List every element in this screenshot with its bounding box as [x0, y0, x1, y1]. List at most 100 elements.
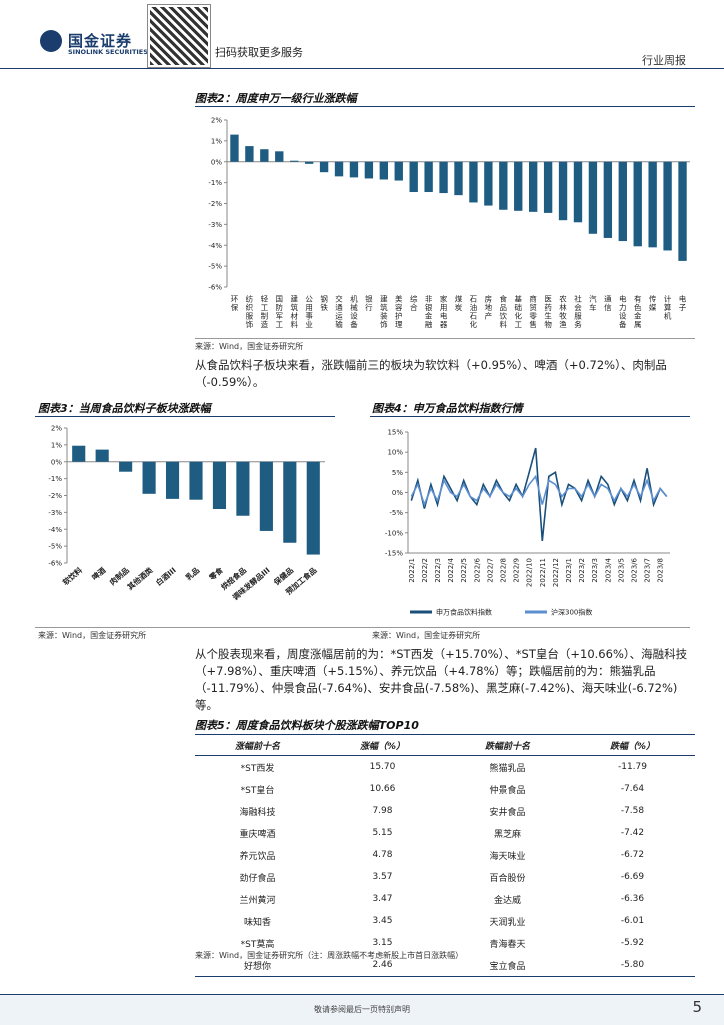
bar	[379, 161, 389, 180]
table-cell: -7.58	[620, 806, 645, 816]
x-tick-label: 电力设备	[618, 294, 627, 330]
y-tick-label: 2%	[51, 425, 62, 433]
x-tick-label: 2022/10	[526, 558, 534, 587]
header-rule	[0, 68, 724, 69]
x-tick-label: 白酒III	[153, 565, 177, 588]
bar	[678, 161, 687, 261]
x-tick-label: 食品饮料	[499, 294, 508, 330]
table-cell: -11.79	[617, 762, 647, 772]
x-tick-label: 综合	[409, 294, 418, 313]
table-row: *ST莫高 3.15 青海春天 -5.92	[195, 932, 695, 954]
x-tick-label: 商贸零售	[528, 294, 537, 330]
x-tick-label: 2022/9	[513, 558, 521, 583]
x-tick-label: 2023/2	[578, 558, 586, 583]
bar	[189, 461, 203, 500]
bar	[212, 461, 227, 509]
table-cell: -7.64	[620, 784, 645, 794]
bar	[142, 461, 156, 494]
x-tick-label: 2022/7	[486, 558, 494, 583]
bar	[236, 461, 250, 516]
y-tick-label: 0%	[392, 489, 403, 497]
x-tick-label: 2022/12	[552, 558, 560, 587]
y-tick-label: 0%	[51, 458, 62, 466]
bar	[283, 461, 297, 543]
disclaimer: 敬请参阅最后一页特别声明	[314, 1005, 410, 1014]
table-row: 兰州黄河 3.47 金达威 -6.36	[195, 888, 695, 910]
table-row: 重庆啤酒 5.15 黑芝麻 -7.42	[195, 822, 695, 844]
table-cell: -5.80	[569, 954, 695, 977]
x-tick-label: 2022/6	[473, 557, 481, 582]
table-row: 养元饮品 4.78 海天味业 -6.72	[195, 844, 695, 866]
logo-subtext: SINOLINK SECURITIES	[68, 48, 148, 56]
y-tick-label: -3%	[48, 509, 62, 517]
table-cell: 3.15	[372, 938, 393, 948]
table-cell: 7.98	[372, 806, 393, 816]
y-tick-label: -4%	[48, 526, 62, 534]
x-tick-label: 零食	[206, 565, 225, 583]
bar	[394, 161, 403, 181]
table-cell: 3.47	[372, 894, 393, 904]
y-tick-label: -1%	[208, 179, 222, 187]
y-tick-label: -10%	[385, 529, 403, 537]
x-tick-label: 交通运输	[334, 294, 343, 330]
x-tick-label: 2023/3	[591, 558, 599, 583]
x-tick-label: 公用事业	[304, 295, 313, 329]
logo-text: 国金证券	[68, 32, 133, 50]
legend-label: 申万食品饮料指数	[436, 608, 492, 617]
bar	[499, 161, 508, 210]
header-cell: 涨幅（%）	[319, 734, 445, 756]
bar	[603, 161, 613, 238]
x-tick-label: 家用电器	[439, 294, 448, 330]
paragraph: 从个股表现来看，周度涨幅居前的为：*ST西发（+15.70%）、*ST皇台（+1…	[195, 647, 688, 712]
figure-title: 图表5：周度食品饮料板块个股涨跌幅TOP10	[195, 719, 419, 732]
x-tick-label: 2023/8	[657, 558, 665, 583]
paragraph: 从食品饮料子板块来看，涨跌幅前三的板块为软饮料（+0.95%）、啤酒（+0.72…	[195, 358, 667, 389]
x-tick-label: 2023/5	[617, 558, 625, 583]
bar	[95, 449, 109, 462]
y-tick-label: -5%	[389, 509, 403, 517]
table-cell: 天润乳业	[489, 917, 526, 928]
y-tick-label: -15%	[385, 550, 403, 558]
qr-code	[147, 4, 211, 68]
bar	[304, 161, 314, 164]
x-tick-label: 银行	[364, 295, 373, 313]
x-tick-label: 2023/1	[565, 558, 573, 583]
table-cell: -6.69	[620, 872, 645, 882]
x-tick-label: 2022/8	[499, 558, 507, 583]
table-row: 海融科技 7.98 安井食品 -7.58	[195, 800, 695, 822]
table-cell: 金达威	[493, 895, 521, 906]
table-cell: -5.92	[620, 938, 645, 948]
x-tick-label: 国防军工	[275, 295, 284, 329]
table-cell: *ST莫高	[240, 939, 275, 950]
table-cell: *ST皇台	[240, 785, 275, 796]
source: 来源：Wind，国金证券研究所	[38, 631, 147, 640]
x-tick-label: 2023/6	[630, 557, 638, 582]
table-cell: 宝立食品	[444, 954, 570, 977]
x-tick-label: 软饮料	[60, 565, 84, 587]
legend-label: 沪深300指数	[551, 608, 592, 617]
bar	[573, 161, 583, 223]
table-cell: 2.46	[319, 954, 445, 977]
x-tick-label: 轻工制造	[260, 294, 269, 330]
table-cell: 5.15	[372, 828, 393, 838]
table-cell: 10.66	[369, 784, 396, 794]
source: 来源：Wind，国金证券研究所	[195, 342, 304, 351]
bar	[165, 461, 180, 499]
y-tick-label: 0%	[211, 158, 222, 166]
x-tick-label: 建筑装饰	[379, 294, 388, 330]
bar	[230, 134, 239, 162]
x-tick-label: 非银金融	[424, 294, 433, 330]
y-tick-label: 1%	[51, 441, 62, 449]
bar	[260, 149, 269, 162]
table-cell: 重庆啤酒	[239, 829, 276, 840]
table-cell: 海天味业	[489, 851, 526, 862]
table-cell: 好想你	[195, 954, 320, 977]
report-type: 行业周报	[642, 54, 686, 67]
bar	[469, 161, 478, 203]
bar	[245, 146, 254, 162]
x-tick-label: 汽车	[588, 294, 597, 313]
table-cell: 味知香	[243, 917, 271, 928]
x-tick-label: 有色金属	[633, 294, 642, 330]
x-tick-label: 房地产	[484, 294, 493, 321]
